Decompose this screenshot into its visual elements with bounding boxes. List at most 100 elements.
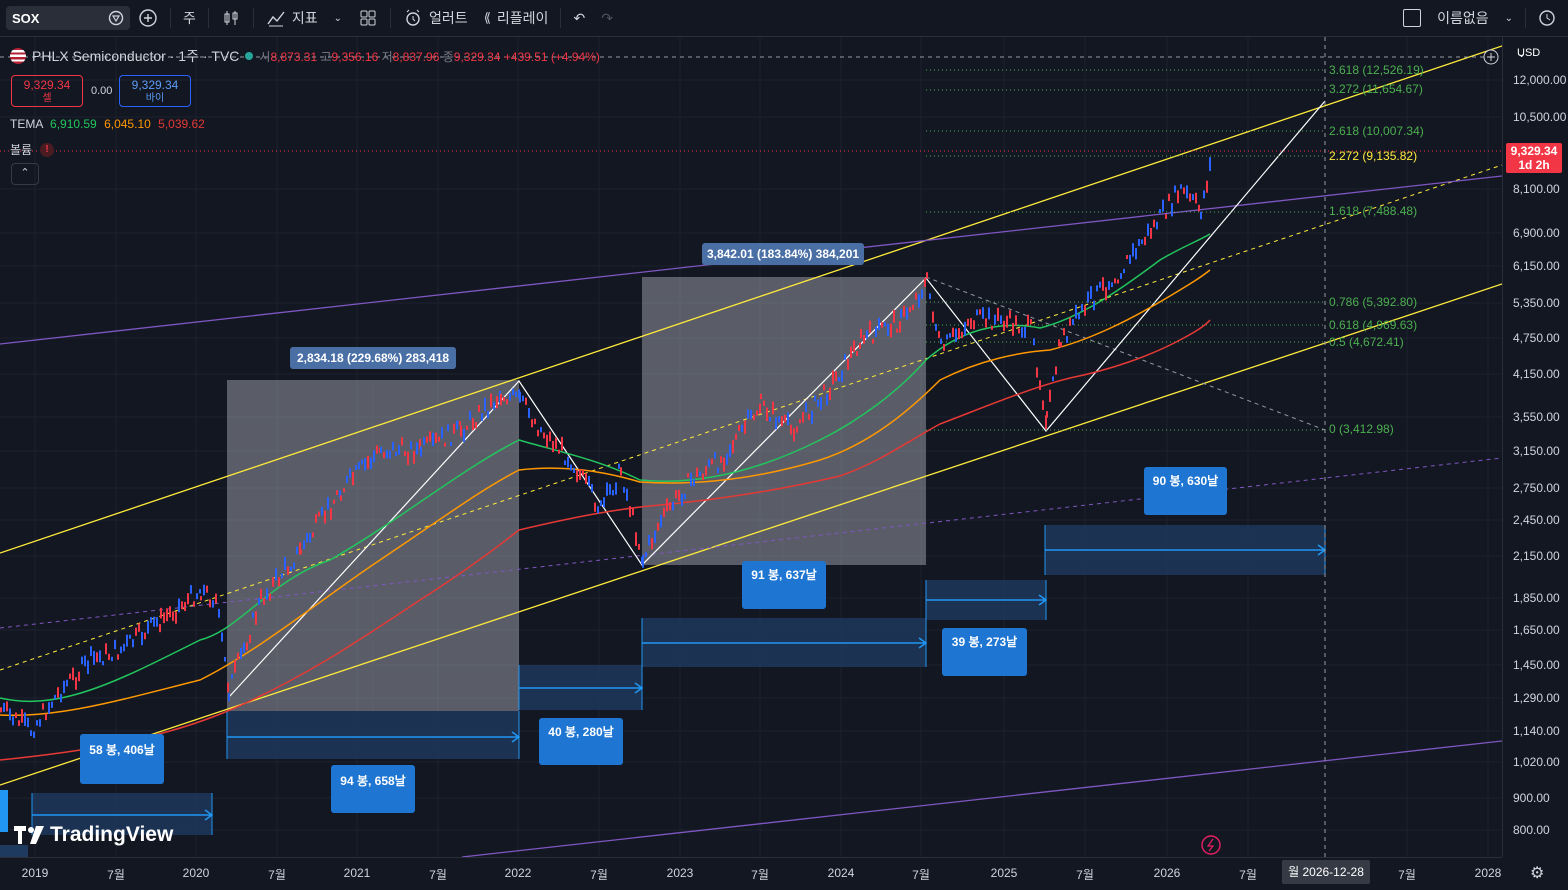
plus-circle-icon bbox=[139, 9, 157, 27]
candle bbox=[1206, 180, 1208, 193]
chart-type-button[interactable] bbox=[213, 4, 249, 32]
candle bbox=[549, 431, 551, 442]
candle bbox=[878, 317, 880, 331]
layout-checkbox-icon bbox=[1403, 9, 1422, 27]
settings-icon[interactable]: ⚙ bbox=[1530, 865, 1545, 882]
candle bbox=[817, 399, 819, 407]
candle bbox=[1018, 328, 1020, 334]
candle bbox=[666, 498, 668, 512]
chevron-up-icon: ⌃ bbox=[20, 167, 30, 179]
symbol-title[interactable]: PHLX Semiconductor · 1주 · TVC bbox=[32, 48, 240, 64]
candle bbox=[537, 429, 539, 437]
candle bbox=[985, 318, 987, 328]
candle bbox=[924, 278, 926, 288]
time-axis[interactable]: 2019 7월 2020 7월 2021 7월 2022 7월 2023 7월 2024 7월 2025… bbox=[0, 857, 1502, 890]
candle bbox=[228, 693, 230, 702]
candle bbox=[221, 632, 223, 642]
time-tick-label: 7월 bbox=[107, 868, 125, 882]
price-chart[interactable] bbox=[0, 37, 1502, 857]
redo-button[interactable]: ↷ bbox=[593, 4, 621, 32]
price-tick-label: 2,750.00 bbox=[1513, 481, 1560, 495]
candle bbox=[525, 397, 527, 405]
candle bbox=[588, 475, 590, 487]
sell-button[interactable]: 9,329.34 셀 bbox=[11, 75, 83, 107]
price-tick-label: 5,350.00 bbox=[1513, 296, 1560, 310]
lightning-icon[interactable] bbox=[1201, 835, 1221, 855]
candle bbox=[979, 309, 981, 315]
indicators-button[interactable]: 지표 ⌄ bbox=[258, 4, 350, 32]
volume-label: 볼륨 bbox=[10, 143, 33, 157]
time-tick-label: 7월 bbox=[912, 868, 930, 882]
candle bbox=[404, 451, 406, 457]
candle bbox=[915, 292, 917, 300]
candle bbox=[997, 307, 999, 322]
candle bbox=[531, 419, 533, 428]
range-label-1[interactable]: 2,834.18 (229.68%) 283,418 bbox=[290, 347, 456, 369]
candle bbox=[234, 660, 236, 673]
candle bbox=[102, 661, 104, 666]
date-range-boxes[interactable] bbox=[32, 525, 1325, 835]
bars-label-5[interactable]: 39 봉, 273날 bbox=[942, 628, 1027, 676]
redo-icon: ↷ bbox=[601, 9, 613, 26]
candle bbox=[1105, 287, 1107, 301]
candle bbox=[493, 402, 495, 410]
time-tick-label: 2024 bbox=[827, 866, 855, 880]
candle bbox=[772, 401, 774, 415]
candle bbox=[0, 707, 2, 713]
candle bbox=[1147, 223, 1149, 236]
candle bbox=[1200, 211, 1202, 220]
candle bbox=[380, 446, 382, 454]
candle bbox=[940, 338, 942, 345]
price-axis[interactable]: USD ⌄ 12,000.00 10,500.00 8,100.00 6,900.00… bbox=[1502, 37, 1568, 857]
candle bbox=[708, 459, 710, 468]
templates-button[interactable] bbox=[350, 4, 386, 32]
candle bbox=[1078, 313, 1080, 320]
range-label-2[interactable]: 3,842.01 (183.84%) 384,201 bbox=[702, 243, 864, 265]
candle bbox=[552, 440, 554, 453]
candle bbox=[1090, 286, 1092, 299]
interval-button[interactable]: 주 bbox=[183, 10, 196, 26]
candle bbox=[237, 652, 239, 660]
chevron-down-icon: ⌄ bbox=[1517, 48, 1527, 60]
chevron-down-icon[interactable]: ⌄ bbox=[1504, 12, 1513, 24]
tema-value-1: 6,910.59 bbox=[50, 117, 97, 131]
candle bbox=[84, 655, 86, 667]
bars-label-2[interactable]: 94 봉, 658날 bbox=[331, 765, 415, 813]
candle bbox=[1111, 282, 1113, 288]
bars-label-3[interactable]: 40 봉, 280날 bbox=[539, 718, 623, 765]
quick-search-button[interactable] bbox=[1530, 4, 1568, 32]
market-status-icon bbox=[245, 52, 254, 60]
add-symbol-button[interactable] bbox=[130, 4, 166, 32]
candle bbox=[200, 596, 202, 601]
candle bbox=[675, 490, 677, 499]
compare-icon[interactable] bbox=[108, 10, 124, 26]
layout-name: 이름없음 bbox=[1437, 10, 1489, 26]
collapse-legend-button[interactable]: ⌃ bbox=[11, 163, 39, 185]
candle bbox=[726, 453, 728, 465]
alert-button[interactable]: 얼러트 bbox=[395, 4, 476, 32]
candle bbox=[1114, 278, 1116, 284]
error-icon[interactable]: ! bbox=[40, 142, 55, 157]
symbol-search[interactable]: SOX bbox=[6, 6, 130, 30]
indicators-label: 지표 bbox=[291, 10, 318, 26]
buy-button[interactable]: 9,329.34 바이 bbox=[119, 75, 191, 107]
replay-button[interactable]: ⟪ 리플레이 bbox=[476, 4, 557, 32]
tema-indicator-legend[interactable]: TEMA 6,910.59 6,045.10 5,039.62 bbox=[10, 117, 205, 131]
candle bbox=[172, 611, 174, 621]
candle bbox=[1102, 277, 1104, 291]
candle bbox=[1052, 376, 1054, 382]
bars-label-1[interactable]: 58 봉, 406날 bbox=[80, 734, 164, 784]
candle bbox=[753, 414, 755, 421]
volume-indicator-legend[interactable]: 볼륨 ! bbox=[10, 141, 55, 158]
chevron-down-icon[interactable]: ⌄ bbox=[333, 12, 343, 24]
undo-button[interactable]: ↶ bbox=[565, 4, 593, 32]
candle bbox=[1015, 315, 1017, 326]
high-label: 고 bbox=[320, 49, 332, 64]
tradingview-logo[interactable]: TradingView bbox=[14, 823, 173, 847]
candle bbox=[258, 597, 260, 606]
low-value: 8,837.96 bbox=[392, 49, 440, 64]
layout-menu[interactable]: 이름없음 ⌄ bbox=[1395, 4, 1521, 32]
candle bbox=[546, 434, 548, 448]
bars-label-4[interactable]: 91 봉, 637날 bbox=[742, 561, 826, 609]
bars-label-6[interactable]: 90 봉, 630날 bbox=[1144, 467, 1227, 515]
